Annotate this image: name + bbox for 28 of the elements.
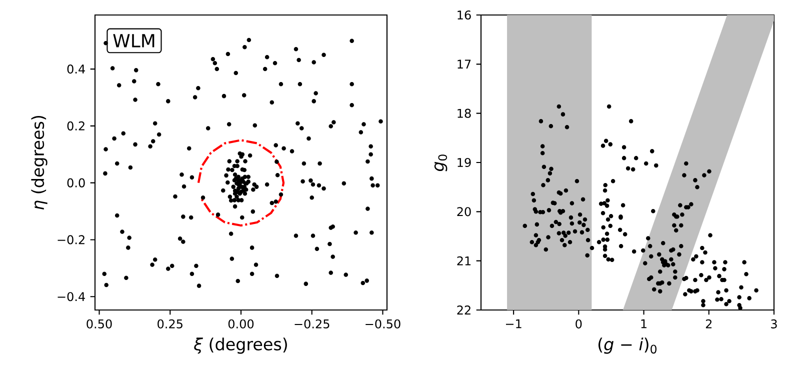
y-tick-label: 19 — [458, 158, 471, 168]
x-tick-label: 0.50 — [86, 319, 112, 328]
y-tick-label: 0.4 — [67, 64, 85, 74]
x-tick-label: −0.50 — [366, 319, 400, 328]
x-tick-label: 1 — [641, 319, 646, 328]
y-tick-label: −0.4 — [58, 292, 85, 302]
y-axis-title: g$_{0}$ — [434, 154, 448, 172]
y-tick-label: −0.2 — [58, 235, 84, 244]
y-tick-label: 0.2 — [67, 121, 84, 130]
x-axis-title: ξ (degrees) — [194, 338, 287, 354]
x-tick-label: 3 — [771, 319, 777, 328]
y-tick-label: 16 — [458, 10, 471, 20]
y-tick-label: 0.0 — [67, 178, 85, 188]
y-tick-label: 21 — [457, 256, 471, 266]
x-tick-label: −0.25 — [294, 319, 330, 328]
x-tick-label: 0.00 — [228, 319, 254, 328]
x-tick-label: 0.25 — [158, 319, 182, 328]
y-tick-label: 18 — [458, 108, 471, 118]
y-tick-label: 22 — [457, 306, 470, 314]
y-tick-label: 20 — [457, 207, 471, 216]
x-axis-title: (g − i)$_{0}$ — [598, 338, 656, 354]
x-tick-label: −1 — [506, 319, 522, 328]
line-series — [197, 139, 285, 227]
x-tick-label: 2 — [706, 319, 712, 328]
y-axis-title: η (degrees) — [31, 116, 48, 210]
annotation: WLM — [113, 34, 154, 48]
y-tick-label: 17 — [458, 60, 471, 69]
x-tick-label: 0 — [576, 319, 582, 328]
